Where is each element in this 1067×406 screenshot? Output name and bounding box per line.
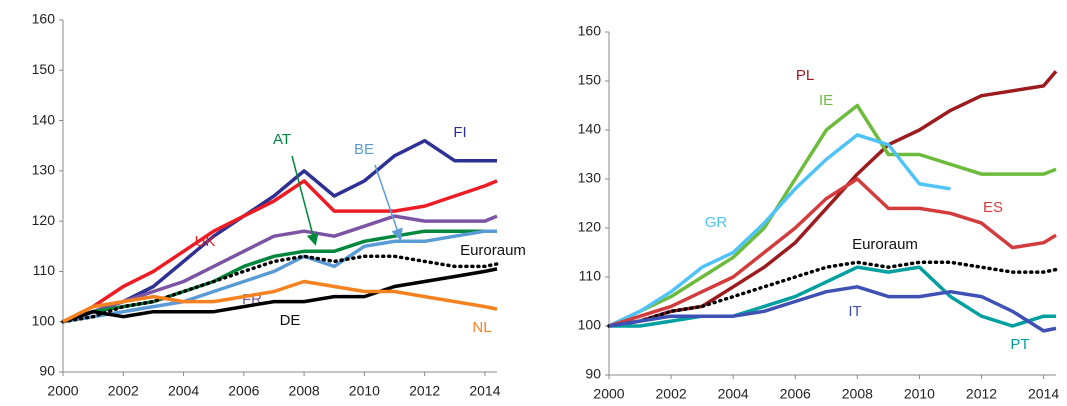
- y-tick-label: 110: [579, 268, 602, 284]
- y-tick-label: 90: [585, 366, 601, 382]
- x-tick-label: 2010: [349, 383, 380, 399]
- y-tick-label: 140: [578, 121, 602, 137]
- label-arrow: [374, 164, 403, 241]
- y-tick-label: 130: [32, 162, 56, 178]
- x-tick-label: 2012: [409, 383, 440, 399]
- series-line: [608, 133, 951, 328]
- y-tick-label: 160: [32, 11, 56, 27]
- y-tick-label: 130: [578, 170, 602, 186]
- series-line: [608, 285, 1057, 333]
- series-line: [62, 267, 498, 324]
- series-label: ES: [983, 199, 1003, 216]
- series-label: AT: [273, 131, 291, 148]
- x-tick-label: 2000: [47, 383, 78, 399]
- y-tick-label: 150: [32, 61, 56, 77]
- x-tick-label: 2010: [904, 386, 935, 402]
- series-line: [62, 229, 497, 324]
- x-tick-label: 2000: [593, 386, 624, 402]
- label-arrow: [291, 155, 319, 246]
- series-line: [62, 138, 497, 324]
- x-tick-label: 2014: [469, 383, 500, 399]
- series-line: [608, 103, 1057, 328]
- x-tick-label: 2008: [842, 386, 873, 402]
- x-tick-label: 2004: [168, 383, 199, 399]
- x-tick-label: 2002: [108, 383, 139, 399]
- series-label: FI: [453, 124, 466, 141]
- series-label: PL: [796, 67, 814, 84]
- series-label: NL: [472, 319, 491, 336]
- y-tick-label: 120: [32, 212, 56, 228]
- series-line: [62, 229, 497, 324]
- y-tick-label: 100: [578, 317, 602, 333]
- x-tick-label: 2012: [966, 386, 997, 402]
- y-tick-label: 100: [32, 312, 56, 328]
- y-tick-label: 90: [39, 363, 55, 379]
- x-tick-label: 2014: [1028, 386, 1059, 402]
- series-label: IE: [819, 92, 833, 109]
- x-tick-label: 2006: [780, 386, 811, 402]
- series-label: UK: [195, 233, 216, 250]
- series-label: BE: [354, 141, 374, 158]
- x-tick-label: 2006: [228, 383, 259, 399]
- series-line: [608, 177, 1057, 328]
- series-line: [607, 260, 1058, 328]
- series-label: GR: [705, 214, 728, 231]
- series-label: Euroraum: [460, 242, 526, 259]
- y-tick-label: 160: [578, 23, 602, 39]
- series-label: Euroraum: [852, 236, 918, 253]
- series-line: [61, 254, 499, 324]
- y-tick-label: 120: [578, 219, 602, 235]
- x-tick-label: 2004: [718, 386, 749, 402]
- y-tick-label: 150: [578, 72, 602, 88]
- series-line: [609, 265, 1056, 328]
- series-label: IT: [848, 303, 861, 320]
- series-line: [62, 179, 498, 324]
- series-line: [62, 279, 498, 324]
- y-tick-label: 140: [32, 111, 56, 127]
- x-tick-label: 2008: [289, 383, 320, 399]
- x-tick-label: 2002: [656, 386, 687, 402]
- y-tick-label: 110: [33, 262, 56, 278]
- series-label: DE: [280, 312, 301, 329]
- series-line: [62, 214, 498, 324]
- series-label: PT: [1010, 336, 1029, 353]
